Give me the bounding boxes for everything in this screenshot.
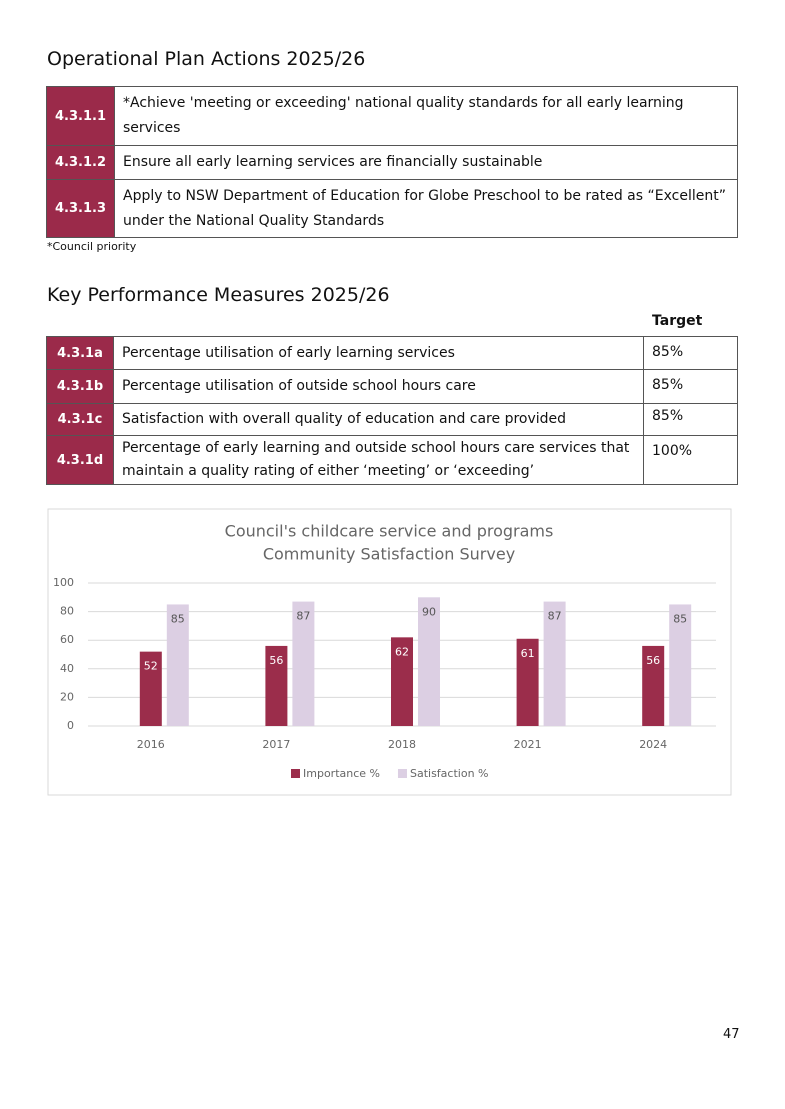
chart-subtitle: Community Satisfaction Survey (263, 545, 515, 564)
y-tick-label: 60 (60, 633, 74, 646)
code-cell: 4.3.1d (46, 435, 114, 485)
y-tick-label: 100 (53, 576, 74, 589)
target-cell: 100% (643, 435, 738, 485)
section-title: Key Performance Measures 2025/26 (47, 284, 390, 306)
legend-label: Importance % (303, 767, 380, 780)
text-cell: *Achieve 'meeting or exceeding' national… (114, 86, 738, 146)
bar (516, 638, 539, 726)
legend-label: Satisfaction % (410, 767, 489, 780)
text-cell: Ensure all early learning services are f… (114, 145, 738, 180)
y-tick-label: 40 (60, 662, 74, 675)
note: *Council priority (47, 240, 137, 253)
page-number: 47 (723, 1027, 740, 1042)
target-cell: 85% (643, 336, 738, 370)
bar (265, 645, 288, 726)
data-label: 61 (521, 647, 535, 660)
bar (166, 604, 189, 726)
x-tick-label: 2021 (514, 738, 542, 751)
legend-swatch (291, 769, 300, 778)
x-tick-label: 2017 (262, 738, 290, 751)
code-cell: 4.3.1.2 (46, 145, 115, 180)
target-cell: 85% (643, 403, 738, 436)
legend-swatch (397, 769, 407, 778)
chart-title: Council's childcare service and programs (225, 522, 554, 541)
data-label: 62 (395, 645, 409, 658)
data-label: 87 (548, 610, 562, 623)
code-cell: 4.3.1c (46, 403, 114, 436)
data-label: 85 (171, 612, 185, 625)
kpi-table: 4.3.1a Percentage utilisation of early le… (46, 336, 738, 485)
bar (391, 637, 413, 726)
data-label: 85 (673, 612, 687, 625)
data-label: 56 (646, 654, 660, 667)
actions-table: 4.3.1.1 *Achieve 'meeting or exceeding' n… (46, 86, 738, 238)
code-cell: 4.3.1.3 (46, 179, 115, 238)
bar (418, 597, 440, 726)
chart-frame (47, 508, 732, 796)
y-tick-label: 80 (60, 605, 74, 618)
section-title: Operational Plan Actions 2025/26 (47, 48, 366, 70)
bar (292, 601, 315, 726)
bar (669, 604, 692, 726)
code-cell: 4.3.1a (46, 336, 114, 370)
bar (543, 601, 566, 726)
data-label: 87 (296, 610, 310, 623)
text-cell: Percentage utilisation of outside school… (113, 369, 644, 404)
data-label: 52 (144, 660, 158, 673)
bar (642, 645, 665, 726)
x-tick-label: 2024 (639, 738, 667, 751)
y-tick-label: 20 (60, 690, 74, 703)
column-header: Target (652, 313, 703, 329)
y-tick-label: 0 (67, 719, 74, 732)
code-cell: 4.3.1b (46, 369, 114, 404)
text-cell: Percentage of early learning and outside… (113, 435, 644, 485)
x-tick-label: 2016 (137, 738, 165, 751)
data-label: 90 (422, 605, 436, 618)
text-cell: Apply to NSW Department of Education for… (114, 179, 738, 238)
bar (139, 651, 162, 726)
text-cell: Satisfaction with overall quality of edu… (113, 403, 644, 436)
data-label: 56 (269, 654, 283, 667)
x-tick-label: 2018 (388, 738, 416, 751)
